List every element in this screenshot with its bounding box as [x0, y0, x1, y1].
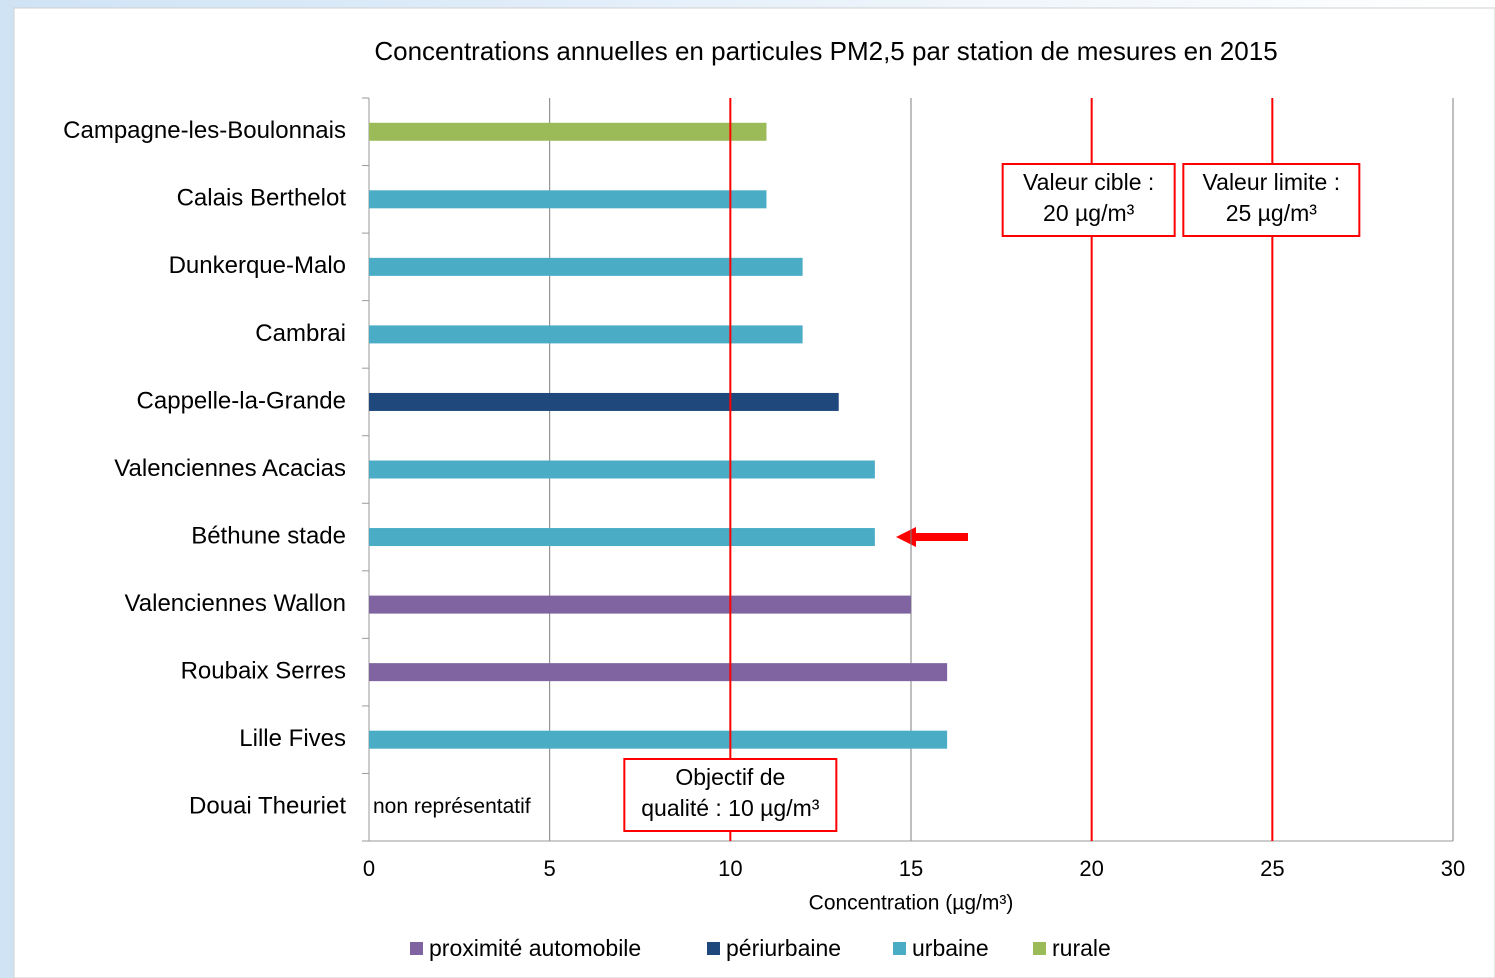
- x-tick-label: 5: [544, 856, 556, 881]
- arrow: [896, 527, 968, 547]
- bar: [369, 595, 911, 614]
- reference-label: 20 µg/m³: [1043, 200, 1135, 226]
- x-tick-label: 25: [1260, 856, 1284, 881]
- bar: [369, 325, 803, 344]
- y-tick-label: Calais Berthelot: [177, 185, 347, 212]
- y-tick-label: Campagne-les-Boulonnais: [63, 117, 346, 144]
- y-tick-label: Béthune stade: [191, 522, 346, 549]
- y-tick-label: Valenciennes Acacias: [114, 455, 346, 482]
- legend-swatch: [707, 942, 720, 955]
- bar: [369, 257, 803, 276]
- legend-label: proximité automobile: [429, 935, 641, 961]
- bar: [369, 122, 767, 141]
- y-tick-label: Cappelle-la-Grande: [137, 387, 346, 414]
- reference-label: Objectif de: [675, 764, 785, 790]
- legend-swatch: [1033, 942, 1046, 955]
- annotation: non représentatif: [373, 795, 531, 818]
- y-tick-label: Cambrai: [255, 320, 346, 347]
- y-tick-label: Valenciennes Wallon: [125, 590, 346, 617]
- reference-label: Valeur cible :: [1023, 169, 1154, 195]
- x-tick-label: 15: [899, 856, 923, 881]
- legend-swatch: [893, 942, 906, 955]
- bar: [369, 663, 948, 682]
- legend-label: rurale: [1052, 935, 1111, 961]
- x-tick-label: 20: [1079, 856, 1103, 881]
- x-axis-label: Concentration (µg/m³): [809, 892, 1014, 915]
- legend-label: périurbaine: [726, 935, 841, 961]
- legend-swatch: [410, 942, 423, 955]
- y-tick-label: Roubaix Serres: [181, 657, 346, 684]
- x-tick-label: 10: [718, 856, 742, 881]
- reference-label: 25 µg/m³: [1226, 200, 1318, 226]
- legend-label: urbaine: [912, 935, 989, 961]
- reference-label: qualité : 10 µg/m³: [641, 795, 820, 821]
- bar: [369, 528, 875, 547]
- bar: [369, 190, 767, 209]
- chart-title: Concentrations annuelles en particules P…: [374, 36, 1277, 66]
- x-tick-label: 30: [1441, 856, 1465, 881]
- reference-label-box: [623, 758, 838, 832]
- reference-label: Valeur limite :: [1203, 169, 1341, 195]
- bar: [369, 730, 948, 749]
- y-tick-label: Lille Fives: [239, 725, 346, 752]
- bar: [369, 460, 875, 479]
- reference-label-box: [1182, 163, 1361, 237]
- reference-label-box: [1001, 163, 1176, 237]
- bar: [369, 392, 839, 411]
- x-tick-label: 0: [363, 856, 375, 881]
- y-tick-label: Douai Theuriet: [189, 793, 346, 820]
- y-tick-label: Dunkerque-Malo: [169, 252, 346, 279]
